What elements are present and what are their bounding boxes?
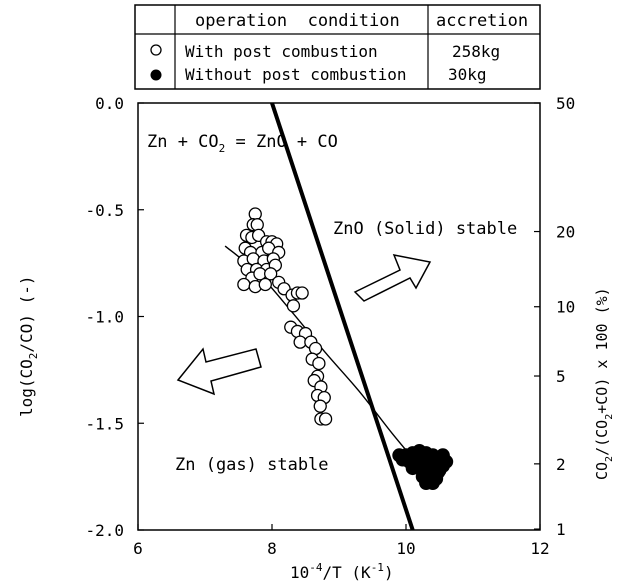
data-points [237,207,454,491]
legend-open-circle-marker [150,44,162,56]
x-tick-label: 10 [396,539,415,558]
y2-tick-label: 1 [556,520,566,539]
y-axis-left: 0.0 -0.5 -1.0 -1.5 -2.0 [85,94,144,540]
x-axis: 6 8 10 12 [133,524,550,558]
y-tick-label: -1.5 [85,414,124,433]
solid-region-arrow [353,254,432,302]
open-circle-point [313,399,327,413]
open-circle-point [248,207,262,221]
gas-region-arrow [176,347,262,396]
open-circle-point [237,277,251,292]
legend-row-2-accretion: 30kg [448,65,487,84]
open-circle-point [312,356,326,371]
filled-circle-point [439,454,454,469]
y2-tick-label: 10 [556,298,575,317]
legend-border [134,4,541,90]
filled-circle-point [431,465,446,480]
y2-tick-label: 50 [556,94,575,113]
y2-tick-label: 20 [556,223,575,242]
y2-tick-label: 5 [556,367,566,386]
filled-circle-point [413,446,428,461]
legend-header-accretion: accretion [436,11,528,31]
legend-row-1-condition: With post combustion [185,42,378,61]
legend-row-1-accretion: 258kg [452,42,500,61]
legend-filled-circle-marker [150,69,162,81]
legend-header-condition: operation condition [195,11,400,31]
open-circle-point [264,267,278,281]
solid-stable-label: ZnO (Solid) stable [333,219,517,239]
equilibrium-line-label: Zn + CO2 = ZnO + CO [147,132,338,155]
y-tick-label: -2.0 [85,521,124,540]
x-tick-label: 6 [133,539,143,558]
filled-circle-point [399,450,413,465]
open-circle-point [286,299,301,313]
x-tick-label: 8 [267,539,277,558]
open-circle-point [318,412,333,426]
y2-tick-label: 2 [556,455,566,474]
y-tick-label: 0.0 [95,94,124,113]
y-tick-label: -0.5 [85,201,124,220]
equilibrium-line [270,102,415,531]
x-axis-label: 10-4/T (K-1) [290,561,394,582]
x-tick-label: 12 [530,539,549,558]
legend-table: operation condition accretion With post … [134,4,541,90]
open-circle-point [295,286,309,300]
gas-stable-label: Zn (gas) stable [175,455,329,475]
y-axis-right: 50 20 10 5 2 1 [534,94,575,539]
y-axis-left-label: log(CO2/CO) (-) [17,276,40,417]
open-circle-point [258,277,272,292]
y-tick-label: -1.0 [85,308,124,327]
legend-row-2-condition: Without post combustion [185,65,407,84]
y-axis-right-label: CO2/(CO2+CO) x 100 (%) [593,287,615,480]
